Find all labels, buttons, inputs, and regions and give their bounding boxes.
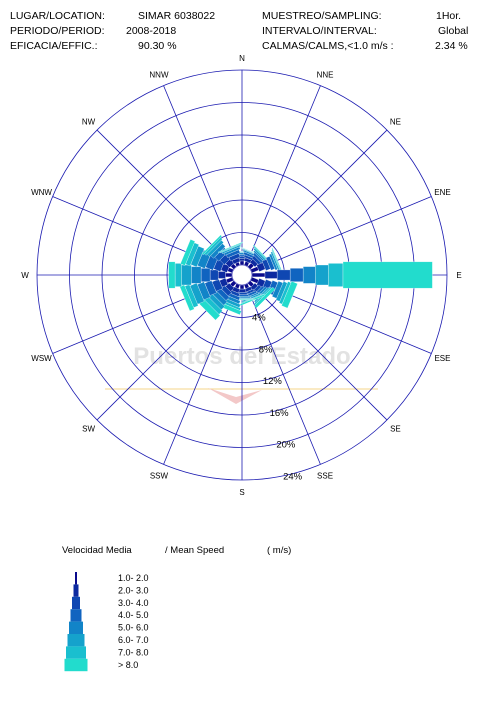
efficacy-value: 90.30 % <box>138 40 177 52</box>
location-label: LUGAR/LOCATION: <box>10 10 105 22</box>
bar-e-bin-6 <box>315 264 329 286</box>
legend-label-6: 6.0- 7.0 <box>118 635 149 645</box>
bar-e-bin-4 <box>290 268 304 282</box>
bar-e-bin-8 <box>342 261 433 289</box>
direction-label-sse: SSE <box>317 471 333 480</box>
spoke-nnw <box>163 85 239 266</box>
legend-label-4: 4.0- 5.0 <box>118 610 149 620</box>
bar-ese-bin-8 <box>281 281 298 309</box>
ring-label-6: 24% <box>283 472 303 483</box>
legend-swatch-6 <box>67 634 85 647</box>
ring-label-4: 16% <box>270 408 290 419</box>
legend-label-1: 1.0- 2.0 <box>118 573 149 583</box>
wind-rose-chart: Puertos del Estado NNNENEENEEESESESSESSS… <box>21 54 461 497</box>
bar-e-bin-1 <box>251 272 266 278</box>
legend-label-3: 3.0- 4.0 <box>118 598 149 608</box>
bar-w-bin-3 <box>209 269 219 281</box>
watermark-logo <box>208 388 262 404</box>
interval-value: Global <box>438 25 469 37</box>
spoke-ssw <box>163 284 239 465</box>
ring-label-3: 12% <box>263 376 283 387</box>
direction-label-w: W <box>21 271 29 280</box>
direction-label-se: SE <box>390 424 401 433</box>
legend-label-7: 7.0- 8.0 <box>118 647 149 657</box>
legend-label-8: > 8.0 <box>118 660 138 670</box>
bar-w-bin-8 <box>168 261 176 289</box>
spoke-se <box>248 281 388 421</box>
spoke-ne <box>248 129 388 269</box>
location-value: SIMAR 6038022 <box>138 10 216 22</box>
legend-units: ( m/s) <box>267 545 292 556</box>
direction-labels: N NNE NE ENE E ESE SE SSE S SSW SW WSW W WNW NW NNW <box>21 54 461 497</box>
legend-title-es: Velocidad Media <box>62 545 132 556</box>
direction-label-ne: NE <box>390 118 401 127</box>
direction-label-ssw: SSW <box>150 471 169 480</box>
legend-label-2: 2.0- 3.0 <box>118 585 149 595</box>
legend-swatch-8 <box>64 658 88 672</box>
ring-label-1: 4% <box>252 313 266 324</box>
legend-swatch-4 <box>70 609 82 622</box>
header: LUGAR/LOCATION: SIMAR 6038022 PERIODO/PE… <box>0 0 484 60</box>
bar-nw-bin-8 <box>201 234 223 256</box>
ring-label-5: 20% <box>276 440 296 451</box>
bar-n-bin-1 <box>239 260 245 266</box>
spoke-nne <box>245 85 321 266</box>
efficacy-label: EFICACIA/EFFIC.: <box>10 40 98 52</box>
direction-label-s: S <box>239 488 244 497</box>
legend-swatch-1 <box>75 572 77 585</box>
interval-label: INTERVALO/INTERVAL: <box>262 25 377 37</box>
spoke-ene <box>251 196 432 272</box>
sampling-value: 1Hor. <box>436 10 462 22</box>
bar-e-bin-5 <box>303 266 316 284</box>
bar-w-bin-7 <box>174 263 182 287</box>
bar-w-bin-2 <box>218 271 226 279</box>
bar-e-bin-7 <box>328 263 344 287</box>
direction-label-wnw: WNW <box>31 188 52 197</box>
sampling-label: MUESTREO/SAMPLING: <box>262 10 382 22</box>
bar-w-bin-5 <box>191 266 202 284</box>
direction-label-ese: ESE <box>434 354 450 363</box>
bar-w-bin-6 <box>181 264 192 286</box>
ring-label-2: 8% <box>259 344 273 355</box>
direction-label-ene: ENE <box>434 188 450 197</box>
calms-label: CALMAS/CALMS,<1.0 m/s : <box>262 40 394 52</box>
spoke-sse <box>245 284 321 465</box>
legend-label-5: 5.0- 6.0 <box>118 623 149 633</box>
legend-swatch-7 <box>66 646 86 659</box>
legend-swatch-5 <box>69 621 83 634</box>
direction-label-e: E <box>456 271 461 280</box>
legend-swatch-3 <box>72 596 80 610</box>
ring-labels: 4% 8% 12% 16% 20% 24% <box>252 313 303 483</box>
bar-wnw-bin-8 <box>180 239 196 266</box>
direction-label-nnw: NNW <box>149 71 169 80</box>
period-label: PERIODO/PERIOD: <box>10 25 105 37</box>
direction-label-sw: SW <box>82 424 95 433</box>
bar-e-bin-3 <box>277 269 291 281</box>
legend-swatch-2 <box>73 584 79 597</box>
bar-e-bin-2 <box>264 271 278 279</box>
direction-label-wsw: WSW <box>31 354 52 363</box>
calms-value: 2.34 % <box>435 40 468 52</box>
direction-label-n: N <box>239 54 245 63</box>
bar-w-bin-4 <box>200 268 211 282</box>
direction-label-nne: NNE <box>317 71 334 80</box>
bar-s-bin-1 <box>239 284 245 290</box>
direction-label-nw: NW <box>82 118 96 127</box>
bar-nnw-bin-8 <box>218 241 244 253</box>
bar-se-bin-8 <box>253 286 276 309</box>
period-value: 2008-2018 <box>126 25 177 37</box>
bar-w-bin-1 <box>225 272 233 278</box>
legend-title-en: / Mean Speed <box>165 545 225 556</box>
rose-bars <box>168 234 433 321</box>
